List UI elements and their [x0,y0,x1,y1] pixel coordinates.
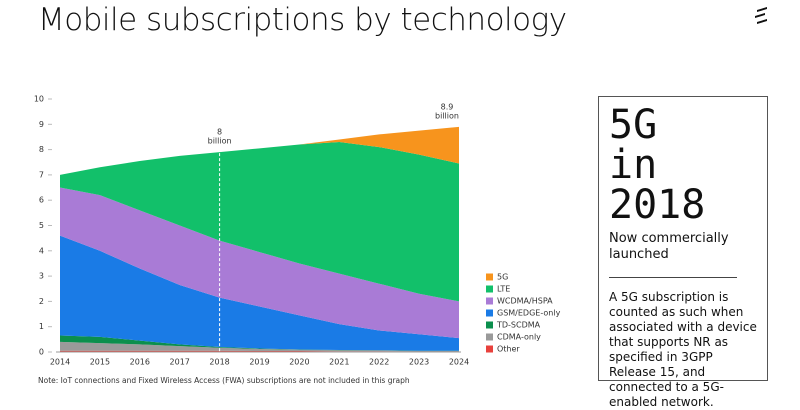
legend-label: CDMA-only [497,333,541,342]
legend-swatch [486,273,493,281]
area [60,341,459,352]
x-tick-label: 2020 [289,358,309,367]
y-tick-label: 9 [39,120,44,129]
x-tick-label: 2018 [209,358,229,367]
x-tick-label: 2021 [329,358,349,367]
panel-body: A 5G subscription is counted as such whe… [609,290,757,409]
legend-swatch [486,297,493,305]
y-tick-label: 6 [39,196,44,205]
legend-label: Other [497,345,520,354]
info-panel: 5G in 2018 Now commercially launched A 5… [598,96,768,409]
y-tick-label: 3 [39,272,44,281]
annotation-unit: billion [208,137,232,146]
x-tick-label: 2016 [130,358,150,367]
area [60,126,459,175]
legend-swatch [486,285,493,293]
x-tick-label: 2017 [170,358,190,367]
chart-note: Note: IoT connections and Fixed Wireless… [38,376,410,385]
x-tick-label: 2019 [249,358,269,367]
y-tick-label: 1 [39,322,44,331]
y-tick-label: 4 [39,246,44,255]
x-tick-label: 2023 [409,358,429,367]
page: Mobile subscriptions by technology Note:… [33,2,768,409]
y-tick-label: 5 [39,221,44,230]
y-tick-label: 7 [39,170,44,179]
area [60,235,459,351]
legend-swatch [486,321,493,329]
legend-label: LTE [497,285,510,294]
chart: Note: IoT connections and Fixed Wireless… [34,7,767,385]
legend-swatch [486,309,493,317]
page-title: Mobile subscriptions by technology [38,2,567,38]
logo [755,7,767,24]
legend-swatch [486,333,493,341]
panel-subhead: Now commercially launched [609,231,729,262]
y-tick-label: 8 [39,145,44,154]
y-tick-label: 2 [39,297,44,306]
x-tick-label: 2024 [449,358,469,367]
x-tick-label: 2022 [369,358,389,367]
divider [609,277,737,278]
x-tick-label: 2014 [50,358,70,367]
legend-label: 5G [497,273,508,282]
legend-label: TD-SCDMA [496,321,541,330]
y-tick-label: 10 [34,95,44,104]
annotation-unit: billion [435,111,459,120]
legend-label: GSM/EDGE-only [497,309,561,318]
area [60,187,459,339]
x-tick-label: 2015 [90,358,110,367]
panel-headline: 5G in 2018 [609,102,706,228]
legend-swatch [486,345,493,353]
area [60,142,459,302]
annotation-value: 8 [217,128,222,137]
y-tick-label: 0 [39,348,44,357]
area [60,335,459,351]
legend-label: WCDMA/HSPA [497,297,553,306]
annotation-value: 8.9 [441,102,454,111]
